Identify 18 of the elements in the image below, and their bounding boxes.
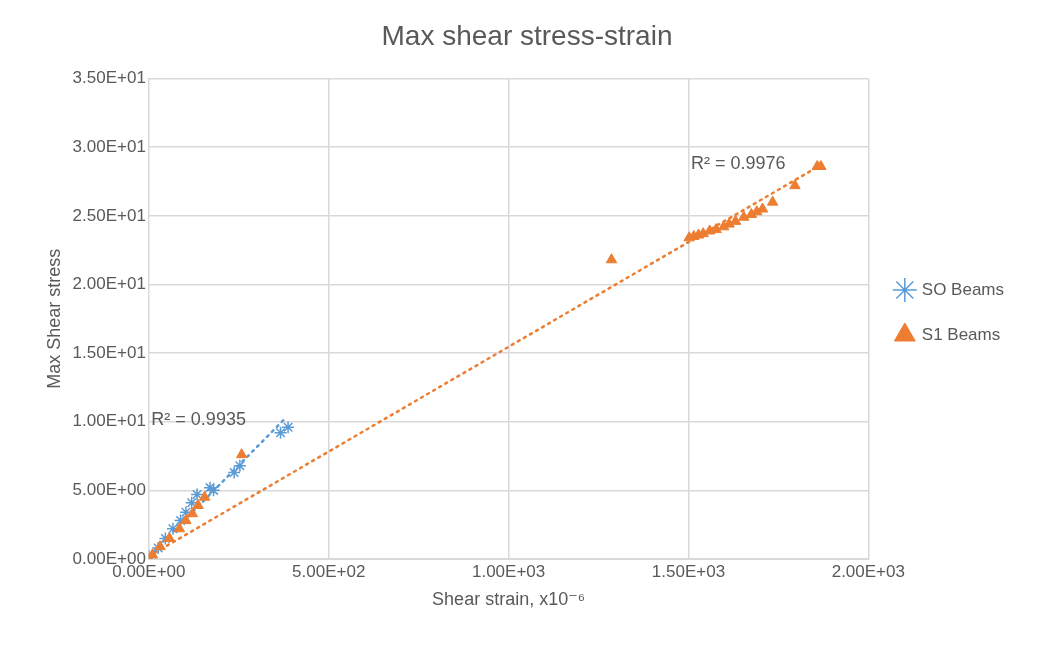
annotation: R² = 0.9976 [690,153,786,174]
y-axis-title: Max Shear stress [43,248,64,389]
y-tick-label: 2.00E+01 [72,274,146,294]
x-tick-label: 1.50E+03 [651,561,726,581]
legend-label: S1 Beams [921,324,1001,344]
y-tick-label: 5.00E+00 [72,480,146,500]
x-tick-label: 2.00E+03 [831,561,905,581]
y-tick-label: 1.50E+01 [72,342,146,362]
y-tick-label: 2.50E+01 [72,205,146,225]
y-tick-label: 3.00E+01 [72,136,146,156]
chart-title: Max shear stress-strain [381,19,673,51]
legend-label: SO Beams [921,279,1005,299]
y-tick-label: 1.00E+01 [72,411,146,431]
y-tick-label: 3.50E+01 [72,68,146,88]
x-tick-label: 1.00E+03 [471,561,546,581]
x-axis-title: Shear strain, x10⁻⁶ [432,589,586,610]
x-tick-label: 5.00E+02 [292,561,366,581]
annotation: R² = 0.9935 [151,408,246,429]
